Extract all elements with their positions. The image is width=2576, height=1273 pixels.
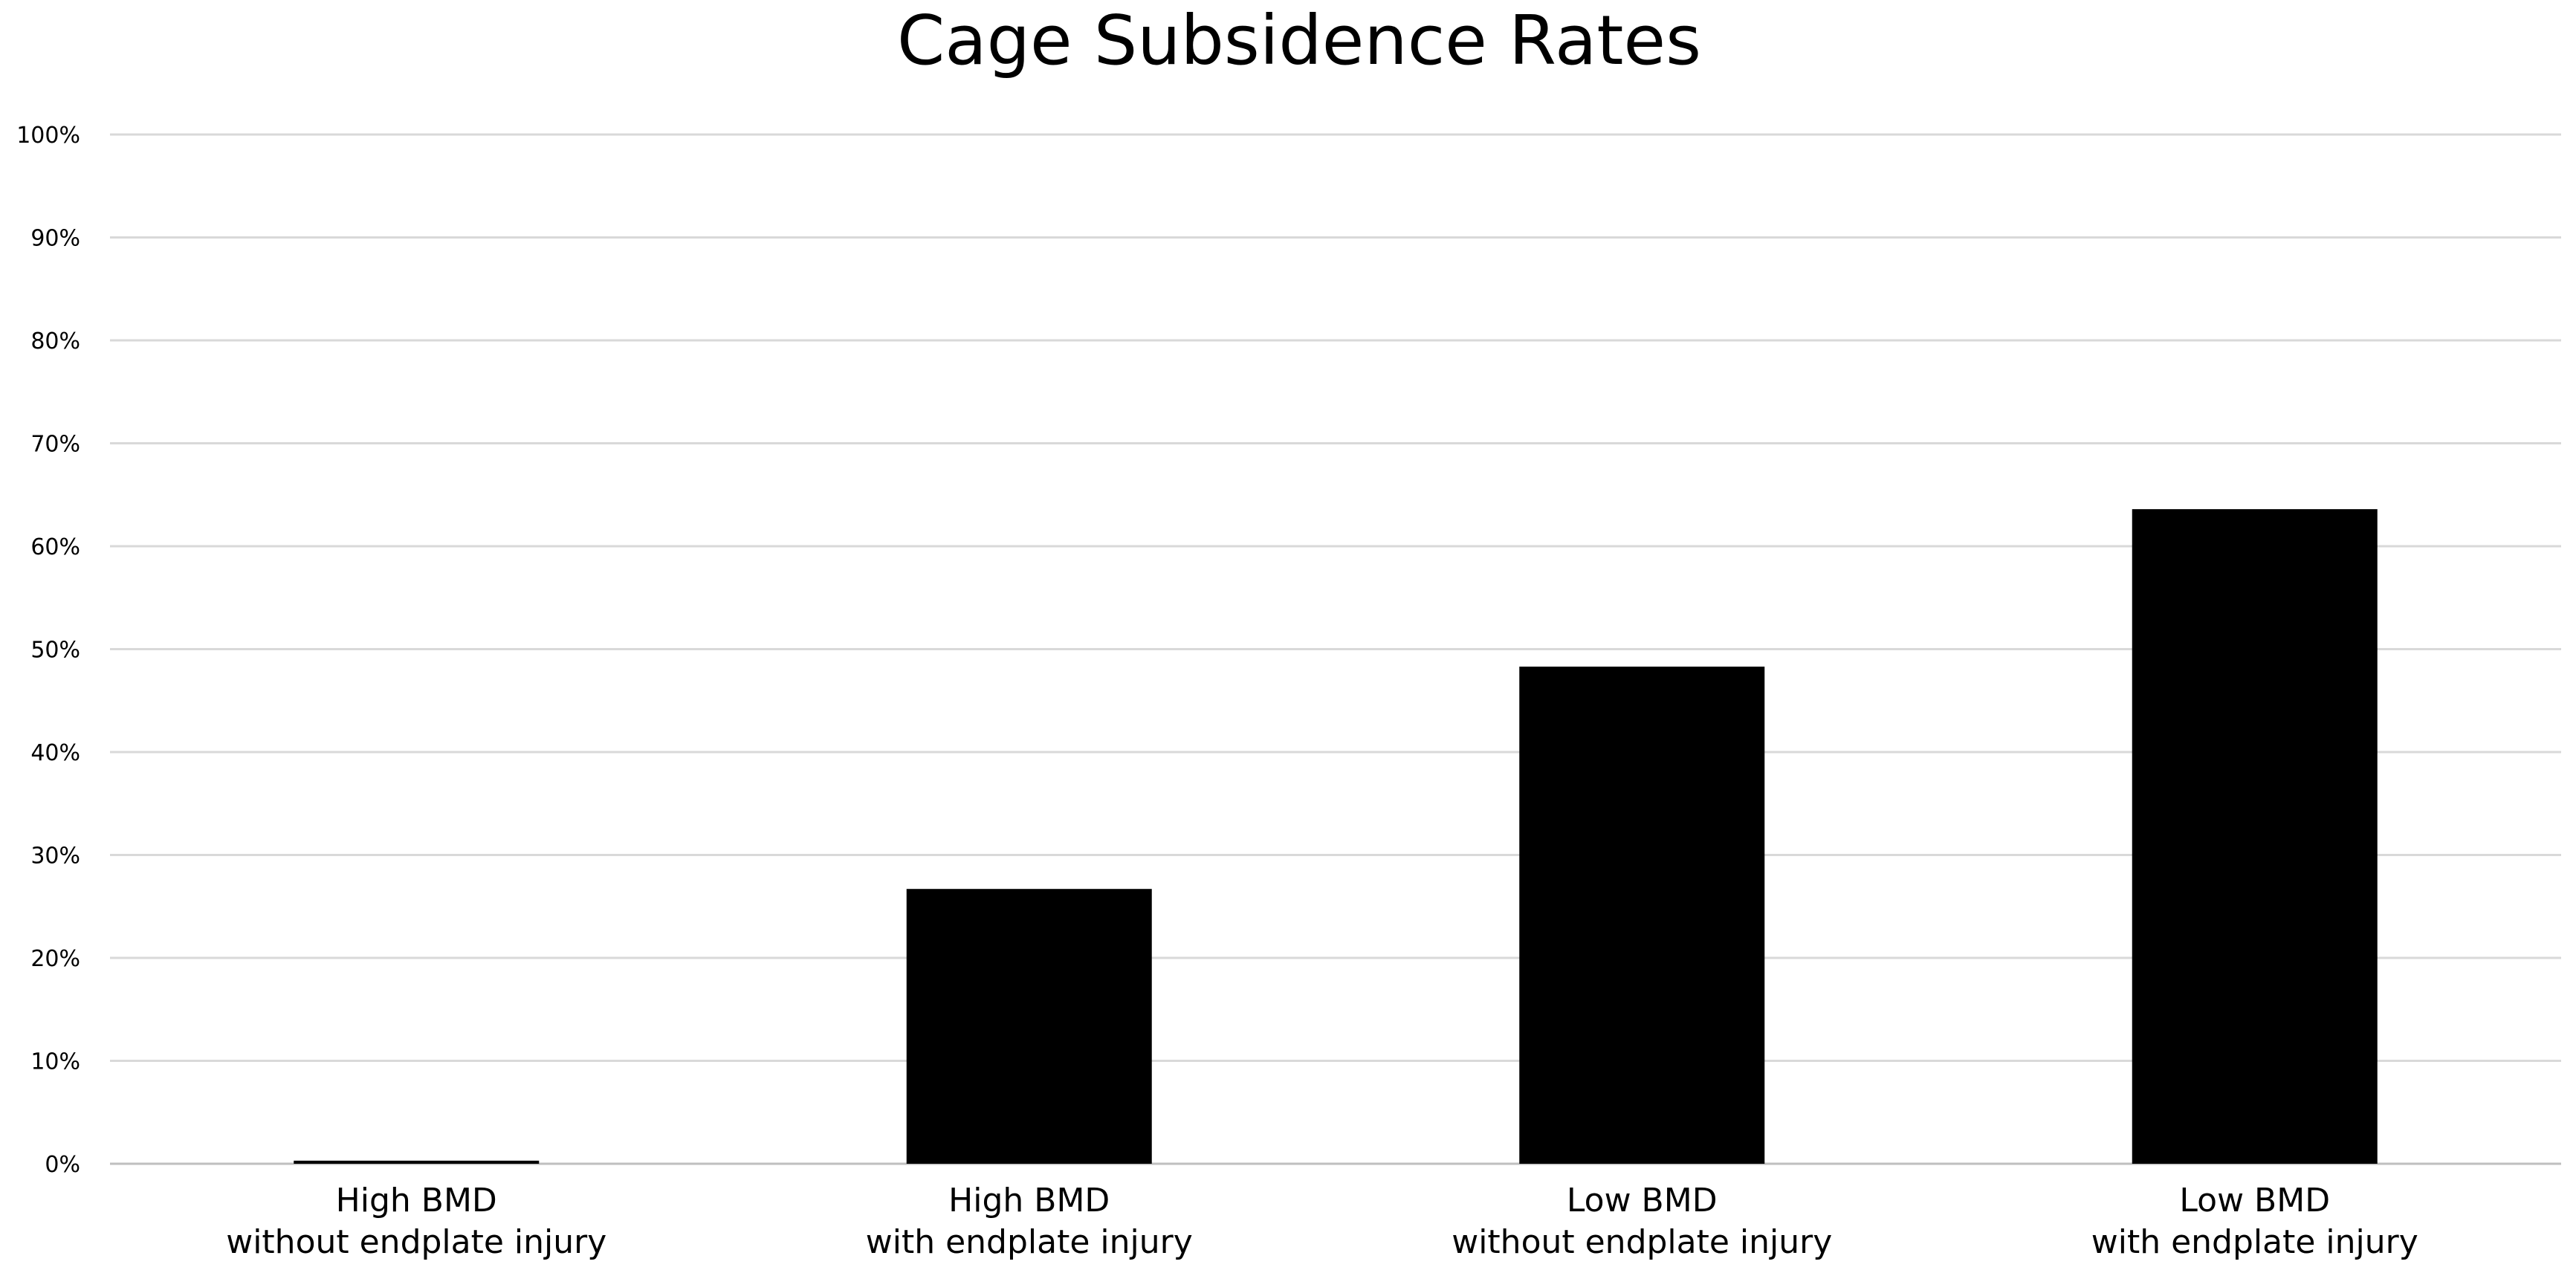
bar bbox=[2132, 509, 2378, 1164]
y-axis-tick-labels: 0% 10% 20% 30% 40% 50% 60% 70% 80% 90% 100% bbox=[16, 123, 80, 1178]
x-tick-label: without endplate injury bbox=[226, 1223, 606, 1261]
bar bbox=[294, 1160, 540, 1164]
x-tick-label: Low BMD bbox=[2179, 1182, 2330, 1219]
y-tick-label: 40% bbox=[30, 740, 80, 766]
x-tick-label: without endplate injury bbox=[1452, 1223, 1832, 1261]
y-tick-label: 50% bbox=[30, 638, 80, 664]
y-tick-label: 10% bbox=[30, 1049, 80, 1075]
y-tick-label: 60% bbox=[30, 534, 80, 560]
x-tick-label: with endplate injury bbox=[2091, 1223, 2418, 1261]
y-tick-label: 80% bbox=[30, 328, 80, 354]
bars bbox=[294, 509, 2378, 1164]
chart-title: Cage Subsidence Rates bbox=[897, 1, 1701, 80]
x-tick-label: High BMD bbox=[948, 1182, 1110, 1219]
x-tick-label: Low BMD bbox=[1567, 1182, 1718, 1219]
y-tick-label: 0% bbox=[45, 1152, 80, 1178]
y-tick-label: 90% bbox=[30, 226, 80, 252]
x-axis-tick-labels: High BMD without endplate injury High BMD w… bbox=[226, 1182, 2418, 1261]
y-tick-label: 30% bbox=[30, 843, 80, 869]
x-tick-label: High BMD bbox=[336, 1182, 497, 1219]
y-tick-label: 70% bbox=[30, 432, 80, 458]
x-tick-label: with endplate injury bbox=[866, 1223, 1193, 1261]
bar bbox=[906, 889, 1152, 1164]
y-tick-label: 20% bbox=[30, 946, 80, 972]
bar bbox=[1519, 667, 1765, 1164]
y-tick-label: 100% bbox=[16, 123, 80, 149]
